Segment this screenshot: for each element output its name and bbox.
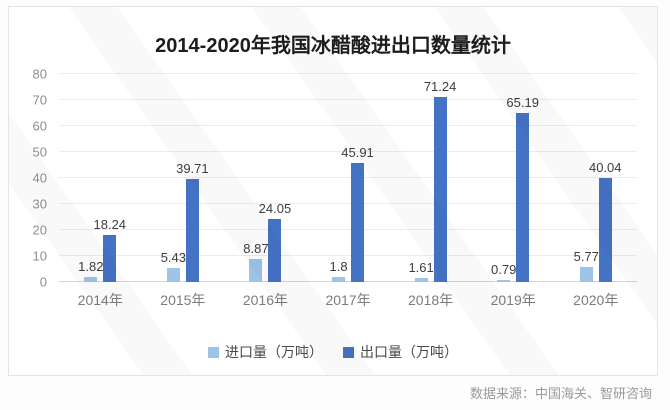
export-bar: 24.05 bbox=[259, 202, 291, 282]
bar-group: 0.79 65.19 2019年 bbox=[472, 74, 555, 308]
legend-item: 出口量（万吨） bbox=[343, 342, 458, 362]
x-axis-line bbox=[59, 281, 637, 282]
bar-value-label: 8.87 bbox=[243, 240, 269, 256]
x-axis-label: 2015年 bbox=[160, 292, 206, 308]
bar-group: 1.61 71.24 2018年 bbox=[389, 74, 472, 308]
bar-value-label: 5.77 bbox=[573, 249, 599, 264]
y-tick-label: 0 bbox=[39, 274, 47, 290]
y-tick-label: 50 bbox=[32, 144, 47, 160]
x-axis-label: 2020年 bbox=[573, 292, 619, 308]
x-axis-label: 2017年 bbox=[325, 292, 371, 308]
x-axis-label: 2019年 bbox=[490, 292, 536, 308]
bar-value-label: 39.71 bbox=[176, 160, 209, 176]
import-bar: 1.61 bbox=[408, 261, 434, 282]
y-tick-label: 40 bbox=[32, 170, 47, 186]
legend: 进口量（万吨） 出口量（万吨） bbox=[9, 342, 657, 362]
bar-group: 1.8 45.91 2017年 bbox=[307, 74, 390, 308]
legend-swatch-export bbox=[343, 346, 354, 358]
export-bar: 40.04 bbox=[589, 161, 622, 282]
gridline bbox=[59, 255, 637, 256]
export-bar: 71.24 bbox=[424, 80, 456, 282]
x-axis-label: 2018年 bbox=[408, 292, 454, 308]
import-bar: 8.87 bbox=[243, 242, 269, 282]
bar-group: 1.82 18.24 2014年 bbox=[59, 74, 142, 308]
bar-value-label: 65.19 bbox=[506, 94, 539, 110]
bar-value-label: 24.05 bbox=[258, 201, 292, 217]
gridline bbox=[59, 73, 637, 74]
y-axis: 0 10 20 30 40 50 60 70 80 bbox=[21, 68, 49, 289]
bar-value-label: 5.43 bbox=[160, 249, 187, 265]
gridline bbox=[59, 177, 637, 178]
gridline bbox=[59, 125, 637, 126]
legend-label: 出口量（万吨） bbox=[360, 344, 458, 360]
bar-value-label: 1.8 bbox=[329, 259, 348, 275]
bar-value-label: 0.79 bbox=[491, 261, 517, 277]
gridlines bbox=[59, 73, 637, 282]
import-bar: 0.79 bbox=[491, 263, 516, 282]
y-tick-label: 80 bbox=[32, 66, 47, 82]
legend-item: 进口量（万吨） bbox=[208, 342, 323, 362]
import-bar: 5.43 bbox=[161, 251, 186, 282]
export-bar: 65.19 bbox=[506, 96, 539, 282]
gridline bbox=[59, 203, 637, 204]
x-axis-label: 2016年 bbox=[242, 292, 289, 308]
bar-chart: 0 10 20 30 40 50 60 70 80 1.82 18.24 2014年 5.43 39.7… bbox=[21, 68, 637, 318]
bar-value-label: 45.91 bbox=[341, 144, 374, 160]
legend-swatch-import bbox=[208, 346, 219, 358]
y-tick-label: 20 bbox=[32, 222, 47, 238]
chart-title: 2014-2020年我国冰醋酸进出口数量统计 bbox=[155, 35, 511, 57]
import-bar: 1.82 bbox=[78, 260, 103, 282]
y-tick-label: 60 bbox=[32, 118, 47, 134]
bar-value-label: 71.24 bbox=[423, 78, 457, 94]
bar-value-label: 1.61 bbox=[408, 259, 434, 275]
gridline bbox=[59, 99, 637, 100]
bar-value-label: 18.24 bbox=[93, 216, 127, 232]
bar-group: 5.43 39.71 2015年 bbox=[142, 74, 225, 308]
legend-label: 进口量（万吨） bbox=[225, 344, 323, 360]
gridline bbox=[59, 229, 637, 230]
x-axis-label: 2014年 bbox=[77, 292, 123, 308]
y-tick-label: 30 bbox=[32, 196, 47, 212]
bar-group: 8.87 24.05 2016年 bbox=[224, 74, 307, 308]
y-tick-label: 10 bbox=[32, 248, 47, 264]
import-bar: 5.77 bbox=[574, 250, 599, 282]
export-bar: 45.91 bbox=[341, 146, 374, 282]
bar-value-label: 40.04 bbox=[588, 159, 622, 175]
gridline bbox=[59, 151, 637, 152]
import-bar: 1.8 bbox=[329, 260, 348, 282]
chart-card: 2014-2020年我国冰醋酸进出口数量统计 0 10 20 30 40 50 60 70 80… bbox=[8, 6, 658, 376]
bar-group: 5.77 40.04 2020年 bbox=[554, 74, 637, 308]
y-tick-label: 70 bbox=[32, 92, 47, 108]
export-bar: 39.71 bbox=[176, 162, 209, 282]
plot-area: 1.82 18.24 2014年 5.43 39.71 2015年 8.87 24.05 201… bbox=[59, 74, 637, 308]
bar-value-label: 1.82 bbox=[78, 259, 104, 275]
export-bar: 18.24 bbox=[94, 218, 126, 282]
source-note: 数据来源：中国海关、智研咨询 bbox=[469, 386, 652, 401]
